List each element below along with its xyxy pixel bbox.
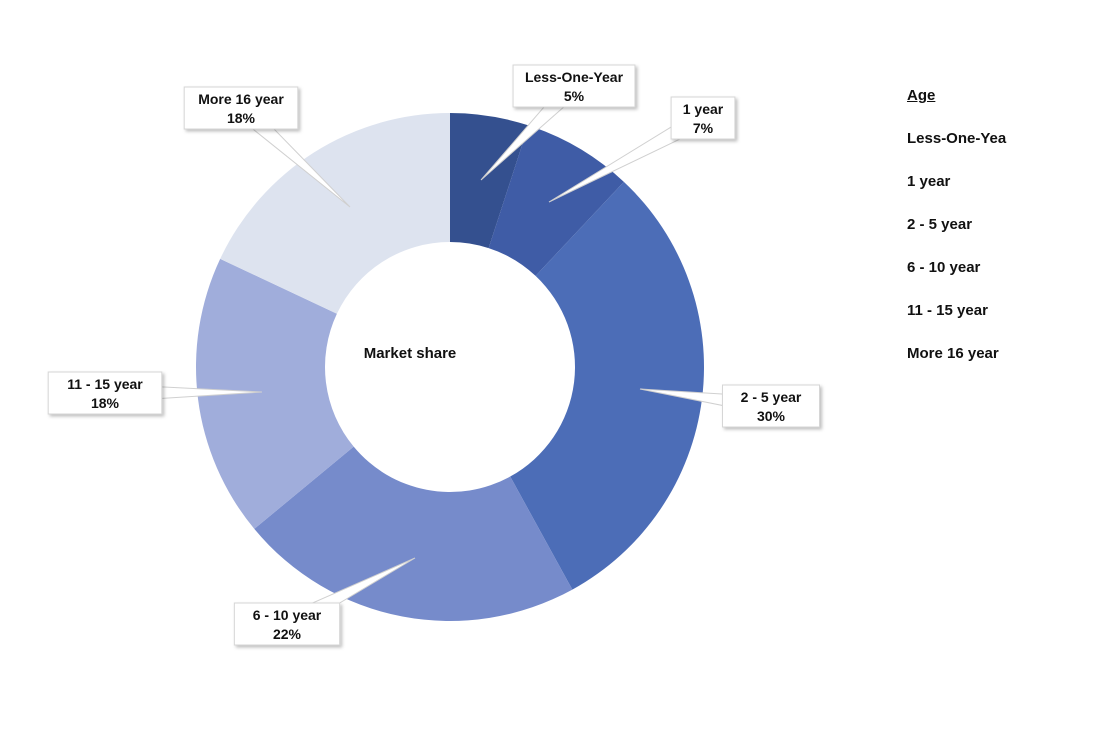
- slice-6-10-year[interactable]: [254, 446, 573, 622]
- slice-2-5-year[interactable]: [510, 181, 705, 590]
- data-label-category: 1 year: [683, 101, 724, 117]
- callout-box: [233, 602, 341, 646]
- callout-box: [670, 96, 736, 140]
- slices-group: [196, 113, 705, 622]
- data-label-category: 2 - 5 year: [741, 389, 802, 405]
- data-label-value: 30%: [757, 408, 786, 424]
- data-label-category: 11 - 15 year: [67, 376, 143, 392]
- callout-box: [183, 86, 299, 130]
- legend-title: Age: [907, 87, 936, 104]
- legend-item-2-5-year[interactable]: 2 - 5 year: [907, 216, 973, 233]
- data-label-value: 18%: [91, 395, 120, 411]
- legend-item-6-10-year[interactable]: 6 - 10 year: [907, 259, 981, 276]
- data-label-2-5-year: 2 - 5 year 30%: [639, 384, 820, 428]
- slice-more-16-year[interactable]: [220, 113, 450, 314]
- legend-list: Less-One-Yea 1 year 2 - 5 year 6 - 10 ye…: [907, 129, 1006, 364]
- legend-item-1-year[interactable]: 1 year: [907, 173, 951, 190]
- data-label-11-15-year: 11 - 15 year 18%: [47, 371, 263, 415]
- data-label-category: 6 - 10 year: [253, 607, 322, 623]
- callout-box: [47, 371, 163, 415]
- callouts-group: Less-One-Year 5% 1 year 7% 2 - 5 year 30% 6 - …: [47, 64, 820, 646]
- slice-less-one-year[interactable]: [450, 113, 529, 249]
- data-label-6-10-year: 6 - 10 year 22%: [233, 557, 416, 646]
- data-label-value: 5%: [564, 88, 585, 104]
- chart-title: Market share: [363, 345, 457, 362]
- data-label-more-16-year: More 16 year 18%: [183, 86, 351, 208]
- callout-box: [722, 384, 820, 428]
- legend-item-more-16-year[interactable]: More 16 year: [907, 345, 999, 362]
- legend: Age Less-One-Yea 1 year 2 - 5 year 6 - 1…: [907, 86, 1006, 364]
- callout-box: [512, 64, 636, 108]
- data-label-value: 7%: [693, 120, 714, 136]
- legend-item-11-15-year[interactable]: 11 - 15 year: [907, 302, 988, 319]
- data-label-value: 22%: [273, 626, 302, 642]
- slice-1-year[interactable]: [488, 125, 624, 276]
- legend-item-less-one-year[interactable]: Less-One-Yea: [907, 130, 1007, 147]
- data-label-value: 18%: [227, 110, 256, 126]
- data-label-category: More 16 year: [198, 91, 284, 107]
- data-label-less-one-year: Less-One-Year 5%: [480, 64, 636, 181]
- data-label-category: Less-One-Year: [525, 69, 624, 85]
- slice-11-15-year[interactable]: [196, 258, 354, 529]
- data-label-1-year: 1 year 7%: [548, 96, 736, 203]
